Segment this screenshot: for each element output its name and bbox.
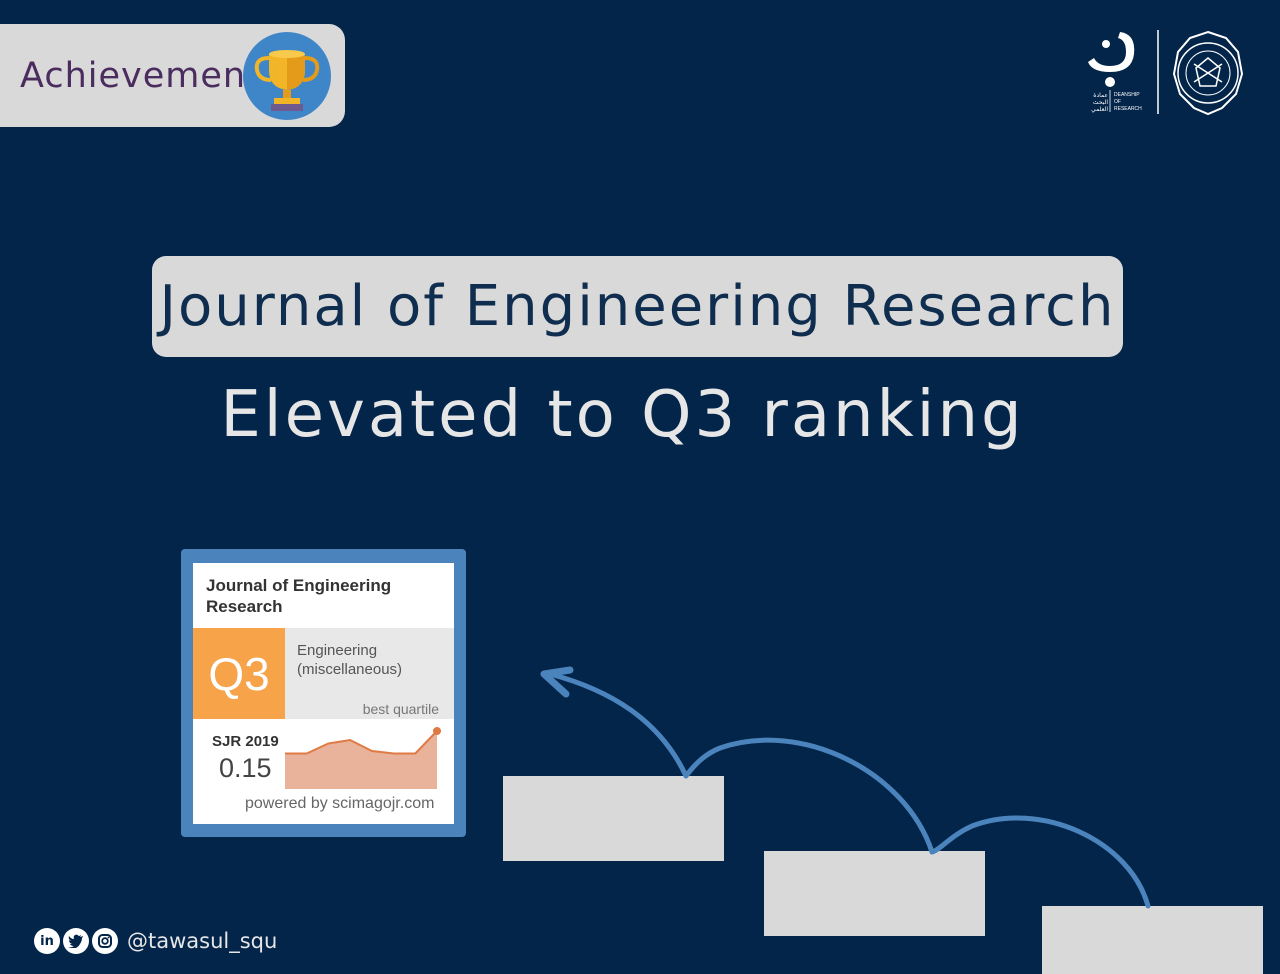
instagram-icon[interactable] <box>92 928 118 954</box>
sjr-trend-line <box>285 730 438 755</box>
badge-label: Achievement <box>20 55 261 96</box>
quartile-badge: Q3 <box>193 628 285 719</box>
card-journal-title: Journal of Engineering Research <box>206 576 392 616</box>
social-footer: in @tawasul_squ <box>34 928 277 954</box>
powered-by-link[interactable]: powered by scimagojr.com <box>245 795 435 812</box>
twitter-icon[interactable] <box>63 928 89 954</box>
page-title: Journal of Engineering Research <box>159 274 1116 339</box>
arrow-curve-1 <box>547 671 689 779</box>
university-seal-icon <box>1172 30 1244 116</box>
page-subtitle: Elevated to Q3 ranking <box>220 378 1025 452</box>
sjr-trend-last-point <box>433 727 441 735</box>
linkedin-icon[interactable]: in <box>34 928 60 954</box>
deanship-logo-icon <box>1088 30 1244 116</box>
category-name: Engineering (miscellaneous) <box>297 642 403 678</box>
achievement-badge: Achievement <box>0 24 345 127</box>
deanship-ar-line-3: العلمي <box>1091 106 1108 113</box>
step-3 <box>1042 906 1263 974</box>
sjr-label: SJR 2019 <box>212 733 279 750</box>
arrow-curve-3 <box>929 815 1151 909</box>
step-1 <box>503 776 724 861</box>
best-quartile-label: best quartile <box>362 701 439 717</box>
institution-logos: عمادة البحث العلمي DEANSHIP OF RESEARCH <box>1080 28 1250 118</box>
deanship-en-line-3: RESEARCH <box>1114 106 1142 112</box>
arrow-curve-2 <box>683 737 935 855</box>
deanship-en-line-2: OF <box>1114 99 1121 105</box>
arrow-head-icon <box>540 666 574 698</box>
social-handle[interactable]: @tawasul_squ <box>127 929 278 953</box>
sjr-value: 0.15 <box>219 753 272 783</box>
deanship-ar-line-2: البحث <box>1092 99 1108 106</box>
scimago-card: Journal of Engineering Research Q3 Engin… <box>193 563 454 824</box>
category-box: Engineering (miscellaneous) best quartil… <box>285 628 454 719</box>
sjr-trend-graph <box>285 727 441 789</box>
deanship-en-line-1: DEANSHIP <box>1114 92 1140 98</box>
step-2 <box>764 851 985 936</box>
deanship-arabic-text: عمادة البحث العلمي <box>1088 92 1108 113</box>
sjr-trend-area <box>285 731 437 789</box>
title-box: Journal of Engineering Research <box>152 256 1123 357</box>
deanship-ar-line-1: عمادة <box>1093 92 1108 99</box>
scimago-widget[interactable]: Journal of Engineering Research Q3 Engin… <box>181 549 466 837</box>
deanship-english-text: DEANSHIP OF RESEARCH <box>1114 92 1142 113</box>
trophy-icon <box>243 32 331 120</box>
